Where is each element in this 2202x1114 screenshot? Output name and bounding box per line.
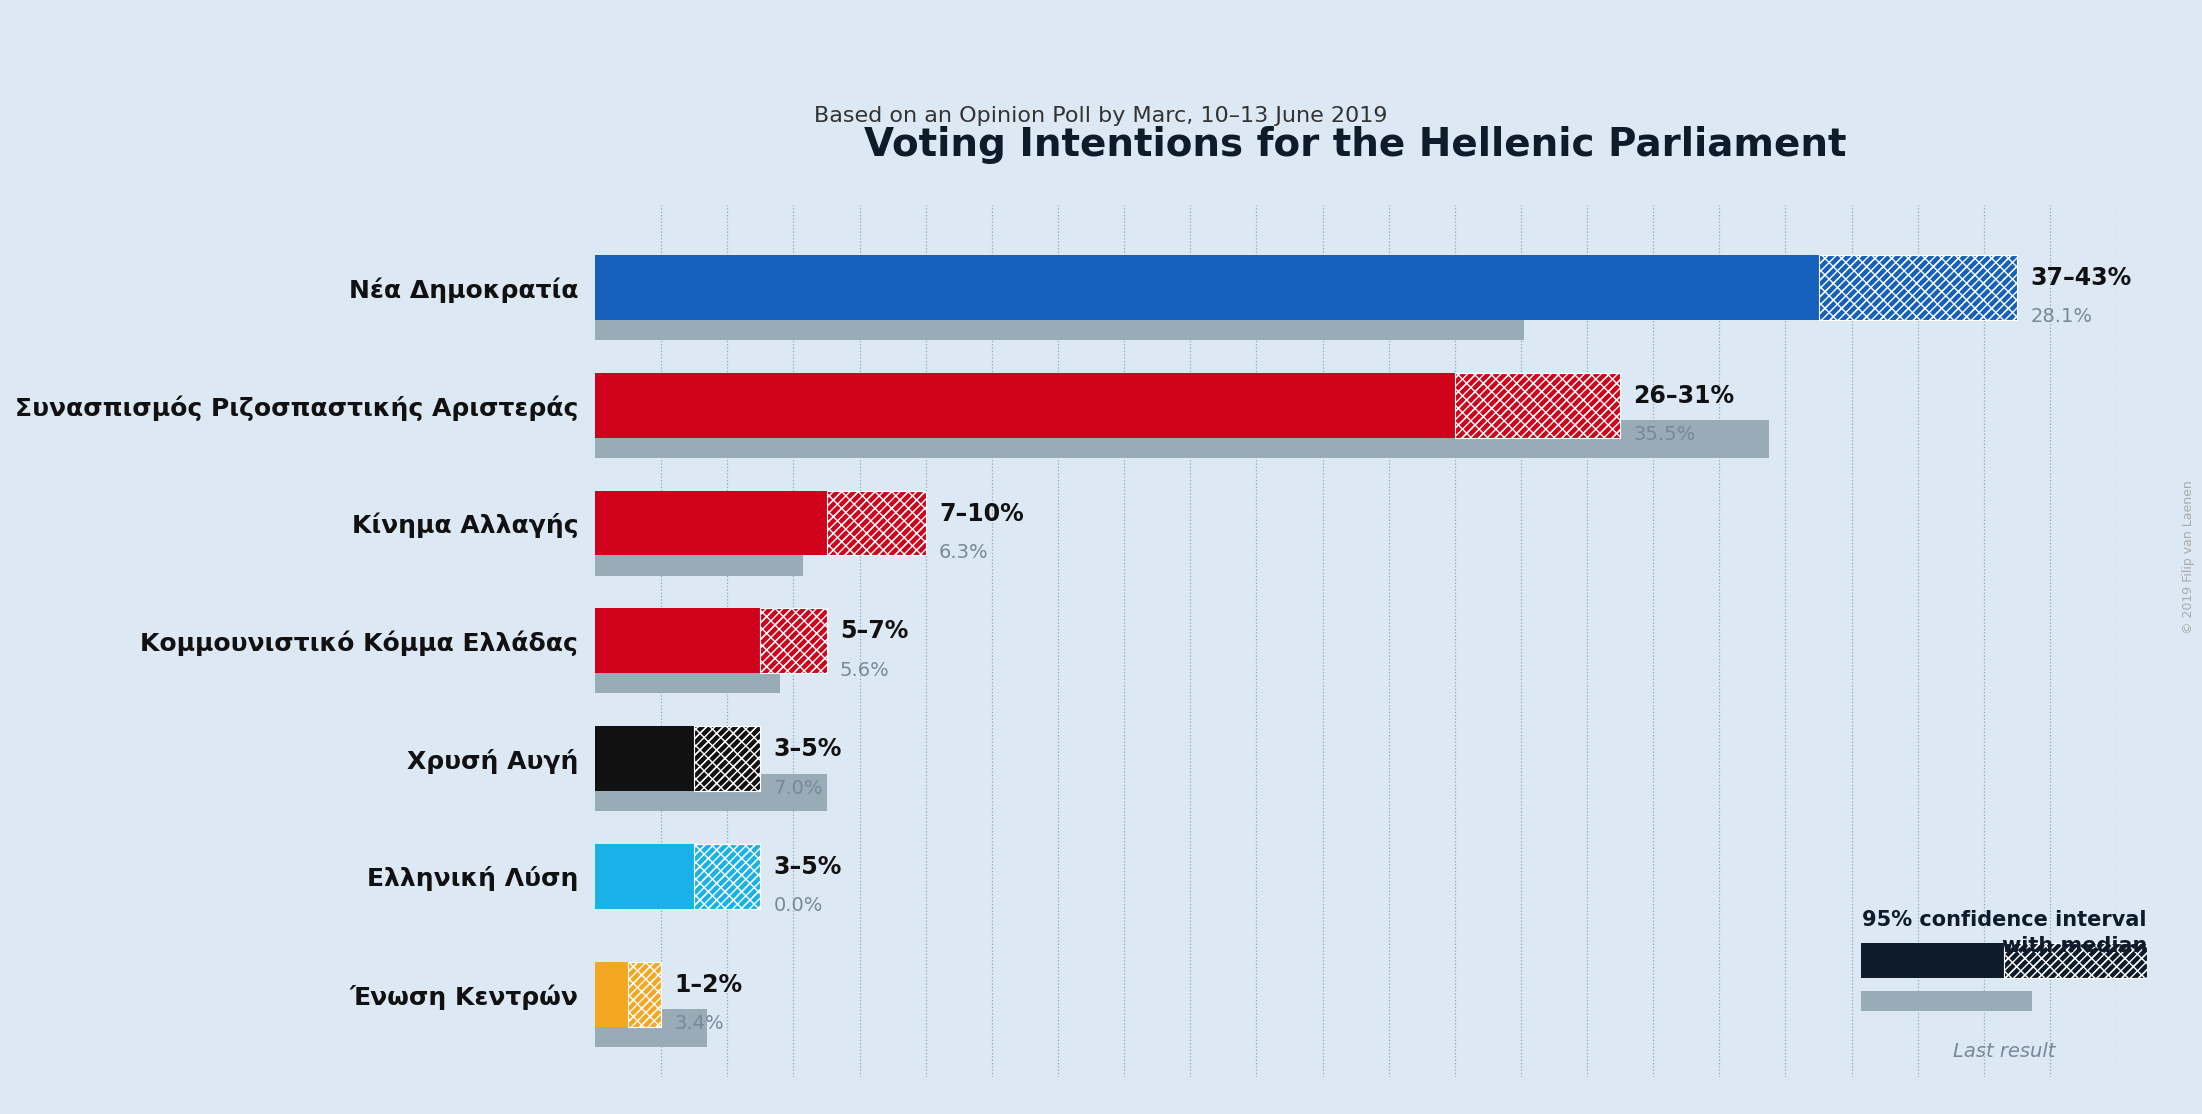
Bar (595, 255, 1819, 320)
Text: 5–7%: 5–7% (839, 619, 907, 644)
Bar (694, 844, 760, 909)
Text: 95% confidence interval: 95% confidence interval (1863, 910, 2147, 930)
Text: 5.6%: 5.6% (839, 661, 890, 680)
Text: 6.3%: 6.3% (938, 543, 989, 563)
Bar (595, 1009, 707, 1047)
Text: 28.1%: 28.1% (2030, 307, 2092, 326)
Bar (694, 726, 760, 791)
Bar (1861, 991, 2032, 1012)
Text: 7–10%: 7–10% (938, 501, 1024, 526)
Bar (1819, 255, 2017, 320)
Title: Voting Intentions for the Hellenic Parliament: Voting Intentions for the Hellenic Parli… (865, 126, 1847, 165)
Bar (760, 608, 826, 673)
Text: 3–5%: 3–5% (773, 737, 841, 761)
Bar (2004, 944, 2147, 978)
Bar (1861, 944, 2004, 978)
Bar (628, 961, 661, 1027)
Bar (595, 844, 694, 909)
Bar (760, 608, 826, 673)
Bar (760, 608, 826, 673)
Bar (595, 656, 780, 693)
Bar (628, 961, 661, 1027)
Bar (694, 726, 760, 791)
Bar (595, 373, 1456, 438)
Bar (595, 490, 826, 556)
Bar (1456, 373, 1621, 438)
Text: 3.4%: 3.4% (674, 1014, 724, 1033)
Bar (595, 302, 1524, 340)
Bar (826, 490, 925, 556)
Text: with median: with median (2002, 936, 2147, 956)
Bar (694, 726, 760, 791)
Bar (694, 844, 760, 909)
Text: 26–31%: 26–31% (1634, 384, 1735, 408)
Text: Last result: Last result (1953, 1042, 2054, 1061)
Bar (1456, 373, 1621, 438)
Bar (826, 490, 925, 556)
Text: 3–5%: 3–5% (773, 856, 841, 879)
Bar (595, 961, 628, 1027)
Bar (1819, 255, 2017, 320)
Bar (1819, 255, 2017, 320)
Bar (595, 773, 826, 811)
Bar (2004, 944, 2147, 978)
Text: Based on an Opinion Poll by Marc, 10–13 June 2019: Based on an Opinion Poll by Marc, 10–13 … (815, 106, 1387, 126)
Bar (628, 961, 661, 1027)
Text: 1–2%: 1–2% (674, 973, 742, 997)
Bar (1456, 373, 1621, 438)
Bar (595, 420, 1768, 458)
Bar (595, 608, 760, 673)
Text: © 2019 Filip van Laenen: © 2019 Filip van Laenen (2182, 480, 2195, 634)
Text: 0.0%: 0.0% (773, 897, 824, 916)
Text: 37–43%: 37–43% (2030, 266, 2132, 290)
Bar (826, 490, 925, 556)
Bar (595, 538, 804, 576)
Bar (2004, 944, 2147, 978)
Text: 7.0%: 7.0% (773, 779, 824, 798)
Text: 35.5%: 35.5% (1634, 426, 1696, 444)
Bar (694, 844, 760, 909)
Bar (595, 726, 694, 791)
